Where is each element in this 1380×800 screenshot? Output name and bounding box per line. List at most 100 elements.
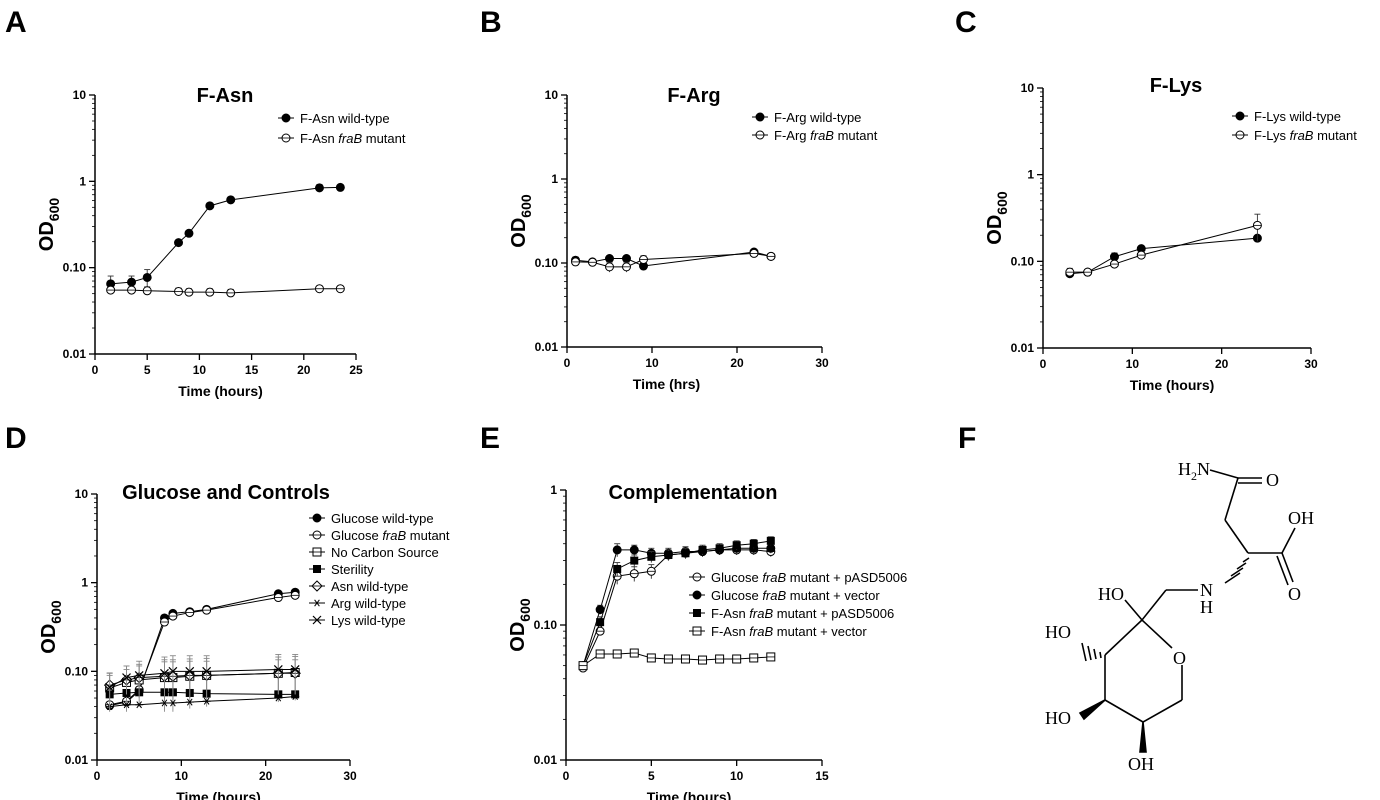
- y-tick-label: 0.01: [1011, 341, 1035, 355]
- data-point: [174, 238, 184, 248]
- data-point: [646, 566, 656, 576]
- series-3: No Carbon Source: [105, 545, 439, 712]
- y-axis-label: OD600: [36, 198, 62, 252]
- bond-hashed-c3-oh: [1081, 642, 1102, 662]
- y-tick-label: 1: [81, 576, 88, 590]
- y-tick-label: 10: [1021, 81, 1035, 95]
- data-point: [160, 699, 169, 707]
- y-tick-label: 0.10: [535, 256, 559, 270]
- data-point: [605, 262, 614, 272]
- chart-title: Glucose and Controls: [122, 482, 330, 504]
- legend-marker: [692, 590, 702, 600]
- data-point: [134, 670, 144, 680]
- data-point: [314, 183, 324, 193]
- y-tick-label: 10: [545, 88, 559, 102]
- data-point: [766, 652, 776, 662]
- data-point: [766, 536, 775, 545]
- data-point: [698, 545, 707, 554]
- data-point: [622, 254, 631, 264]
- data-point: [630, 556, 639, 565]
- data-point: [629, 648, 639, 658]
- data-point: [291, 693, 300, 701]
- series-4: F-Asn fraB mutant + vector: [578, 624, 867, 671]
- legend-label: Glucose fraB mutant + pASD5006: [711, 570, 907, 585]
- x-tick-label: 25: [349, 363, 363, 377]
- series-2: Glucose fraB mutant + vector: [578, 543, 880, 671]
- data-point: [335, 284, 345, 294]
- label-ho-bottom: HO: [1045, 708, 1071, 728]
- data-point: [588, 257, 597, 267]
- x-tick-label: 0: [564, 356, 571, 370]
- legend-label: F-Arg fraB mutant: [774, 128, 878, 143]
- bond-ch2-c2: [1141, 589, 1167, 621]
- bond-ch2-alpha: [1224, 519, 1249, 554]
- label-nh-h: H: [1200, 597, 1213, 617]
- bond-c3-c2: [1104, 619, 1143, 656]
- data-point: [612, 545, 622, 555]
- data-point: [629, 545, 639, 555]
- panel-label-a: A: [5, 6, 27, 39]
- legend-marker: [755, 130, 765, 140]
- bond-c5-c4: [1104, 699, 1144, 723]
- x-tick-label: 10: [730, 769, 744, 783]
- x-tick-label: 30: [815, 356, 829, 370]
- data-point: [205, 287, 215, 297]
- y-axis-label: OD600: [984, 191, 1010, 245]
- data-point: [1136, 250, 1146, 260]
- label-nh-n: N: [1200, 580, 1213, 600]
- series-2: F-Arg fraB mutant: [571, 128, 878, 273]
- data-point: [1065, 267, 1075, 277]
- y-axis-label: OD600: [38, 600, 64, 654]
- bond-n-carbonyl: [1209, 469, 1239, 479]
- y-tick-label: 0.01: [535, 340, 559, 354]
- legend-marker: [281, 133, 291, 143]
- series-2: Glucose fraB mutant: [105, 528, 450, 710]
- y-tick-label: 0.10: [65, 664, 89, 678]
- data-point: [664, 551, 673, 560]
- data-point: [596, 618, 605, 627]
- data-point: [663, 654, 673, 664]
- legend-marker: [692, 572, 702, 582]
- chart-title: Complementation: [609, 482, 778, 504]
- data-point: [681, 549, 690, 558]
- data-point: [732, 541, 741, 550]
- data-point: [680, 654, 690, 664]
- label-ho-left: HO: [1045, 622, 1071, 642]
- data-point: [639, 255, 648, 265]
- legend-label: Lys wild-type: [331, 613, 406, 628]
- label-ho-top: HO: [1098, 584, 1124, 604]
- legend-marker: [693, 609, 701, 617]
- data-point: [226, 288, 236, 298]
- legend-label: No Carbon Source: [331, 545, 439, 560]
- data-point: [629, 569, 639, 579]
- data-point: [184, 287, 194, 297]
- x-axis-label: Time (hours): [178, 383, 263, 399]
- data-point: [314, 284, 324, 294]
- data-point: [622, 262, 631, 272]
- x-tick-label: 10: [193, 363, 207, 377]
- data-point: [647, 552, 656, 561]
- legend-label: F-Asn fraB mutant: [300, 131, 406, 146]
- legend-label: F-Asn fraB mutant + pASD5006: [711, 606, 894, 621]
- x-tick-label: 30: [343, 769, 357, 783]
- data-point: [595, 649, 605, 659]
- chart-b: F-Arg 0.01 0.10 1 10 0 10 20 30 Time (hrs) OD600 F-…: [508, 85, 878, 392]
- data-point: [335, 182, 345, 192]
- structure-labels: H2N O OH O N H HO HO HO O OH: [1045, 459, 1314, 774]
- legend-label: Glucose fraB mutant + vector: [711, 588, 880, 603]
- chart-a: F-Asn 0.01 0.10 1 10 0 5 10 15 20 25 Time (hours) OD…: [36, 85, 406, 399]
- data-point: [1109, 259, 1119, 269]
- data-point: [202, 697, 211, 705]
- data-point: [766, 251, 776, 261]
- data-point: [226, 195, 236, 205]
- data-point: [168, 666, 178, 676]
- label-o-amide: O: [1266, 470, 1279, 490]
- data-point: [135, 701, 144, 709]
- legend-label: Sterility: [331, 562, 374, 577]
- legend-label: F-Lys fraB mutant: [1254, 128, 1357, 143]
- series-7: Lys wild-type: [105, 613, 406, 711]
- x-tick-label: 20: [1215, 357, 1229, 371]
- data-point: [127, 285, 137, 295]
- legend-marker: [312, 513, 322, 523]
- data-point: [766, 543, 776, 553]
